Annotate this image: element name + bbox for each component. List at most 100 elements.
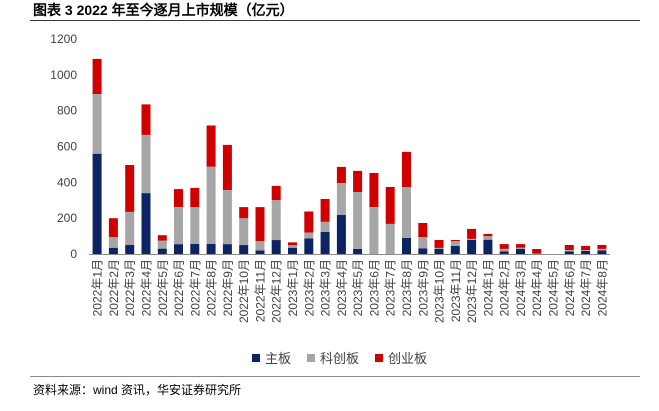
x-tick-label: 2023年8月 (400, 259, 414, 316)
bar-main-board-31 (597, 250, 607, 254)
source-divider (30, 376, 640, 377)
bar-chinext-31 (597, 245, 607, 249)
bar-main-board-7 (206, 243, 216, 254)
bar-star-market-10 (255, 241, 265, 251)
legend: 主板 科创板 创业板 (252, 348, 427, 367)
y-tick-label: 400 (57, 175, 77, 189)
bar-chinext-26 (516, 244, 525, 248)
x-tick-label: 2023年4月 (335, 259, 349, 316)
y-tick-label: 0 (70, 247, 77, 261)
bar-star-market-27 (532, 253, 542, 254)
x-tick-label: 2022年11月 (254, 259, 268, 322)
y-tick-label: 200 (57, 211, 77, 225)
bar-main-board-4 (157, 248, 167, 254)
bar-main-board-15 (336, 214, 346, 254)
bar-chinext-6 (190, 187, 200, 208)
bar-main-board-9 (239, 245, 249, 254)
x-tick-label: 2024年5月 (547, 259, 561, 316)
bar-main-board-21 (434, 249, 444, 254)
bar-chinext-17 (369, 173, 379, 207)
bar-chinext-15 (336, 166, 346, 183)
x-tick-label: 2022年2月 (107, 259, 121, 316)
bar-main-board-23 (467, 240, 477, 254)
bar-star-market-0 (92, 94, 102, 154)
bar-chinext-16 (353, 170, 363, 192)
legend-label-chinext: 创业板 (388, 351, 428, 366)
x-tick-label: 2023年11月 (449, 259, 463, 322)
x-tick-label: 2024年7月 (579, 259, 593, 316)
bar-chinext-24 (483, 233, 493, 237)
bar-chinext-7 (206, 125, 216, 167)
bar-star-market-24 (483, 236, 493, 240)
x-axis: 2022年1月 2022年2月 2022年3月 2022年4月 2022年5月 2022年… (89, 254, 610, 323)
x-tick-label: 2022年9月 (221, 259, 235, 316)
bar-chinext-29 (564, 245, 574, 250)
bar-main-board-11 (271, 240, 281, 254)
x-tick-label: 2022年4月 (140, 259, 154, 316)
bar-main-board-26 (516, 249, 525, 254)
bar-chinext-12 (288, 242, 297, 246)
bar-star-market-5 (174, 207, 183, 245)
bar-chinext-21 (434, 240, 444, 248)
bar-main-board-19 (402, 237, 411, 254)
bar-star-market-22 (450, 241, 460, 246)
bar-star-market-17 (369, 207, 379, 254)
bar-main-board-2 (125, 245, 135, 254)
bar-star-market-1 (108, 237, 118, 248)
bar-chinext-1 (108, 218, 118, 237)
x-tick-label: 2023年5月 (351, 259, 365, 316)
bar-star-market-13 (304, 232, 314, 239)
bar-main-board-12 (288, 247, 297, 254)
x-tick-label: 2023年2月 (302, 259, 316, 316)
bar-star-market-2 (125, 211, 135, 245)
x-tick-label: 2024年4月 (530, 259, 544, 316)
bar-star-market-19 (402, 187, 411, 238)
bar-chinext-18 (385, 187, 395, 224)
bar-star-market-8 (222, 190, 232, 245)
bar-chinext-9 (239, 207, 249, 219)
bar-chinext-4 (157, 235, 167, 241)
bar-main-board-30 (581, 251, 591, 254)
bar-star-market-11 (271, 200, 281, 241)
bar-chinext-5 (174, 189, 183, 207)
bar-chinext-2 (125, 165, 135, 212)
bar-star-market-6 (190, 207, 200, 244)
bar-main-board-10 (255, 250, 265, 254)
y-axis: 0 200 400 600 800 1000 1200 (50, 32, 77, 261)
bar-star-market-16 (353, 192, 363, 249)
chart-title: 图表 3 2022 年至今逐月上市规模（亿元） (33, 2, 294, 18)
x-tick-label: 2023年12月 (465, 259, 479, 323)
x-tick-label: 2022年10月 (237, 259, 251, 323)
bar-chinext-14 (320, 199, 330, 222)
x-tick-label: 2022年7月 (188, 259, 202, 316)
bar-star-market-25 (499, 249, 509, 252)
bar-star-market-3 (141, 134, 151, 194)
bar-chinext-25 (499, 244, 509, 249)
bar-star-market-12 (288, 245, 297, 248)
bar-main-board-25 (499, 251, 509, 254)
bar-star-market-14 (320, 221, 330, 232)
x-tick-label: 2023年3月 (319, 259, 333, 316)
x-tick-label: 2024年3月 (514, 259, 528, 316)
bar-chinext-22 (450, 240, 460, 242)
bar-chinext-0 (92, 58, 102, 94)
bar-main-board-29 (564, 251, 574, 254)
bar-star-market-15 (336, 183, 346, 215)
x-tick-label: 2023年7月 (384, 259, 398, 316)
bar-star-market-18 (385, 223, 395, 254)
bar-chinext-19 (402, 151, 411, 187)
bar-chinext-23 (467, 228, 477, 239)
legend-swatch-main-board (252, 353, 260, 362)
x-tick-label: 2024年6月 (563, 259, 577, 316)
x-tick-label: 2022年1月 (91, 259, 105, 316)
legend-item-star-market: 科创板 (307, 348, 359, 367)
y-tick-label: 600 (57, 140, 77, 154)
y-tick-label: 1000 (50, 68, 77, 82)
y-tick-label: 800 (57, 104, 77, 118)
x-tick-label: 2023年10月 (433, 259, 447, 323)
legend-label-main-board: 主板 (265, 351, 292, 366)
bar-star-market-26 (516, 247, 525, 249)
bar-main-board-0 (92, 153, 102, 254)
x-tick-label: 2022年6月 (172, 259, 186, 316)
